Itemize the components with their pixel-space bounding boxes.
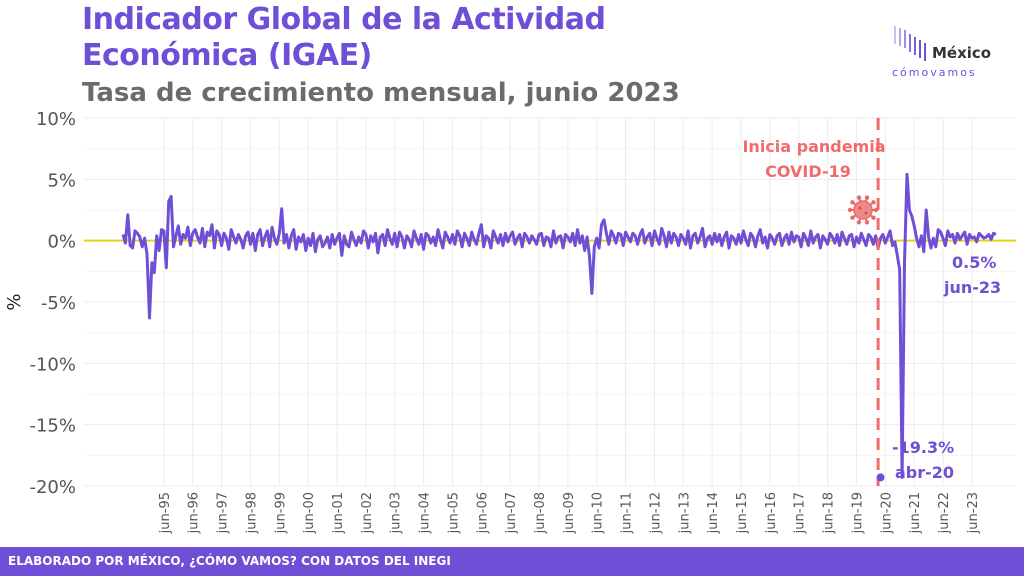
- x-tick-label: jun-19: [850, 492, 865, 534]
- virus-spike-tip: [847, 207, 853, 213]
- x-tick-label: jun-13: [677, 492, 692, 534]
- virus-spike-tip: [856, 220, 862, 225]
- x-tick-label: jun-02: [360, 492, 375, 534]
- brand-logo: México cómovamos: [880, 24, 1010, 80]
- min-value-label: -19.3%: [892, 438, 954, 457]
- igae-line-chart: 10% 5% 0% -5% -10% -15% -20%% jun-95 jun-96 jun-9…: [4, 109, 1016, 534]
- virus-spike-tip: [856, 195, 862, 200]
- y-tick-label: -20%: [29, 477, 76, 498]
- footer-bar: ELABORADO POR MÉXICO, ¿CÓMO VAMOS? CON D…: [0, 547, 1024, 576]
- last-value-label: 0.5%: [952, 253, 996, 272]
- x-tick-label: jun-98: [244, 492, 259, 534]
- min-point-marker: [876, 473, 885, 482]
- virus-spike-tip: [850, 215, 855, 220]
- logo-wordmark: México: [932, 44, 992, 62]
- pandemic-label-line-2: COVID-19: [765, 162, 851, 181]
- x-tick-label: jun-96: [187, 492, 202, 534]
- x-tick-label: jun-11: [620, 492, 635, 534]
- virus-spot: [864, 211, 868, 215]
- x-tick-label: jun-07: [504, 492, 519, 534]
- last-date-label: jun-23: [943, 278, 1001, 297]
- virus-spike-tip: [871, 215, 876, 220]
- x-tick-label: jun-20: [879, 492, 894, 534]
- x-tick-label: jun-18: [822, 492, 837, 534]
- x-tick-label: jun-95: [158, 492, 173, 534]
- virus-spot: [858, 206, 862, 210]
- x-tick-label: jun-09: [562, 492, 577, 534]
- chart-title-line-2: Económica (IGAE): [82, 38, 372, 73]
- x-tick-label: jun-01: [331, 492, 346, 534]
- x-tick-label: jun-06: [475, 492, 490, 534]
- virus-spike-tip: [864, 220, 870, 225]
- igae-series-line: [121, 172, 997, 479]
- virus-body: [853, 200, 873, 220]
- y-tick-label: -5%: [41, 293, 76, 314]
- x-tick-label: jun-04: [418, 492, 433, 534]
- x-tick-label: jun-16: [764, 492, 779, 534]
- x-tick-label: jun-15: [735, 492, 750, 534]
- virus-icon: [847, 195, 879, 225]
- logo-tagline: cómovamos: [892, 66, 977, 79]
- virus-spike-tip: [850, 200, 855, 205]
- virus-spike-tip: [871, 200, 876, 205]
- y-axis-label: %: [4, 293, 25, 310]
- x-tick-label: jun-00: [302, 492, 317, 534]
- x-tick-label: jun-21: [908, 492, 923, 534]
- min-date-label: abr-20: [895, 463, 954, 482]
- logo-bars-icon: [894, 26, 926, 61]
- x-tick-label: jun-97: [216, 492, 231, 534]
- x-tick-label: jun-14: [706, 492, 721, 534]
- x-tick-label: jun-03: [389, 492, 404, 534]
- x-tick-label: jun-99: [273, 492, 288, 534]
- x-tick-label: jun-17: [793, 492, 808, 534]
- pandemic-label-line-1: Inicia pandemia: [742, 137, 885, 156]
- x-tick-label: jun-23: [966, 492, 981, 534]
- chart-title-line-1: Indicador Global de la Actividad: [82, 2, 606, 37]
- y-tick-label: -10%: [29, 354, 76, 375]
- x-tick-label: jun-22: [937, 492, 952, 534]
- chart-subtitle: Tasa de crecimiento mensual, junio 2023: [82, 78, 680, 108]
- x-tick-label: jun-12: [648, 492, 663, 534]
- y-tick-label: 0%: [47, 232, 76, 253]
- x-tick-label: jun-08: [533, 492, 548, 534]
- footer-credit: ELABORADO POR MÉXICO, ¿CÓMO VAMOS? CON D…: [8, 554, 451, 568]
- virus-spike-tip: [873, 207, 879, 213]
- x-tick-label: jun-10: [591, 492, 606, 534]
- y-tick-label: 10%: [36, 109, 76, 130]
- y-tick-label: -15%: [29, 416, 76, 437]
- x-tick-label: jun-05: [446, 492, 461, 534]
- virus-spike-tip: [864, 195, 870, 200]
- y-tick-label: 5%: [47, 170, 76, 191]
